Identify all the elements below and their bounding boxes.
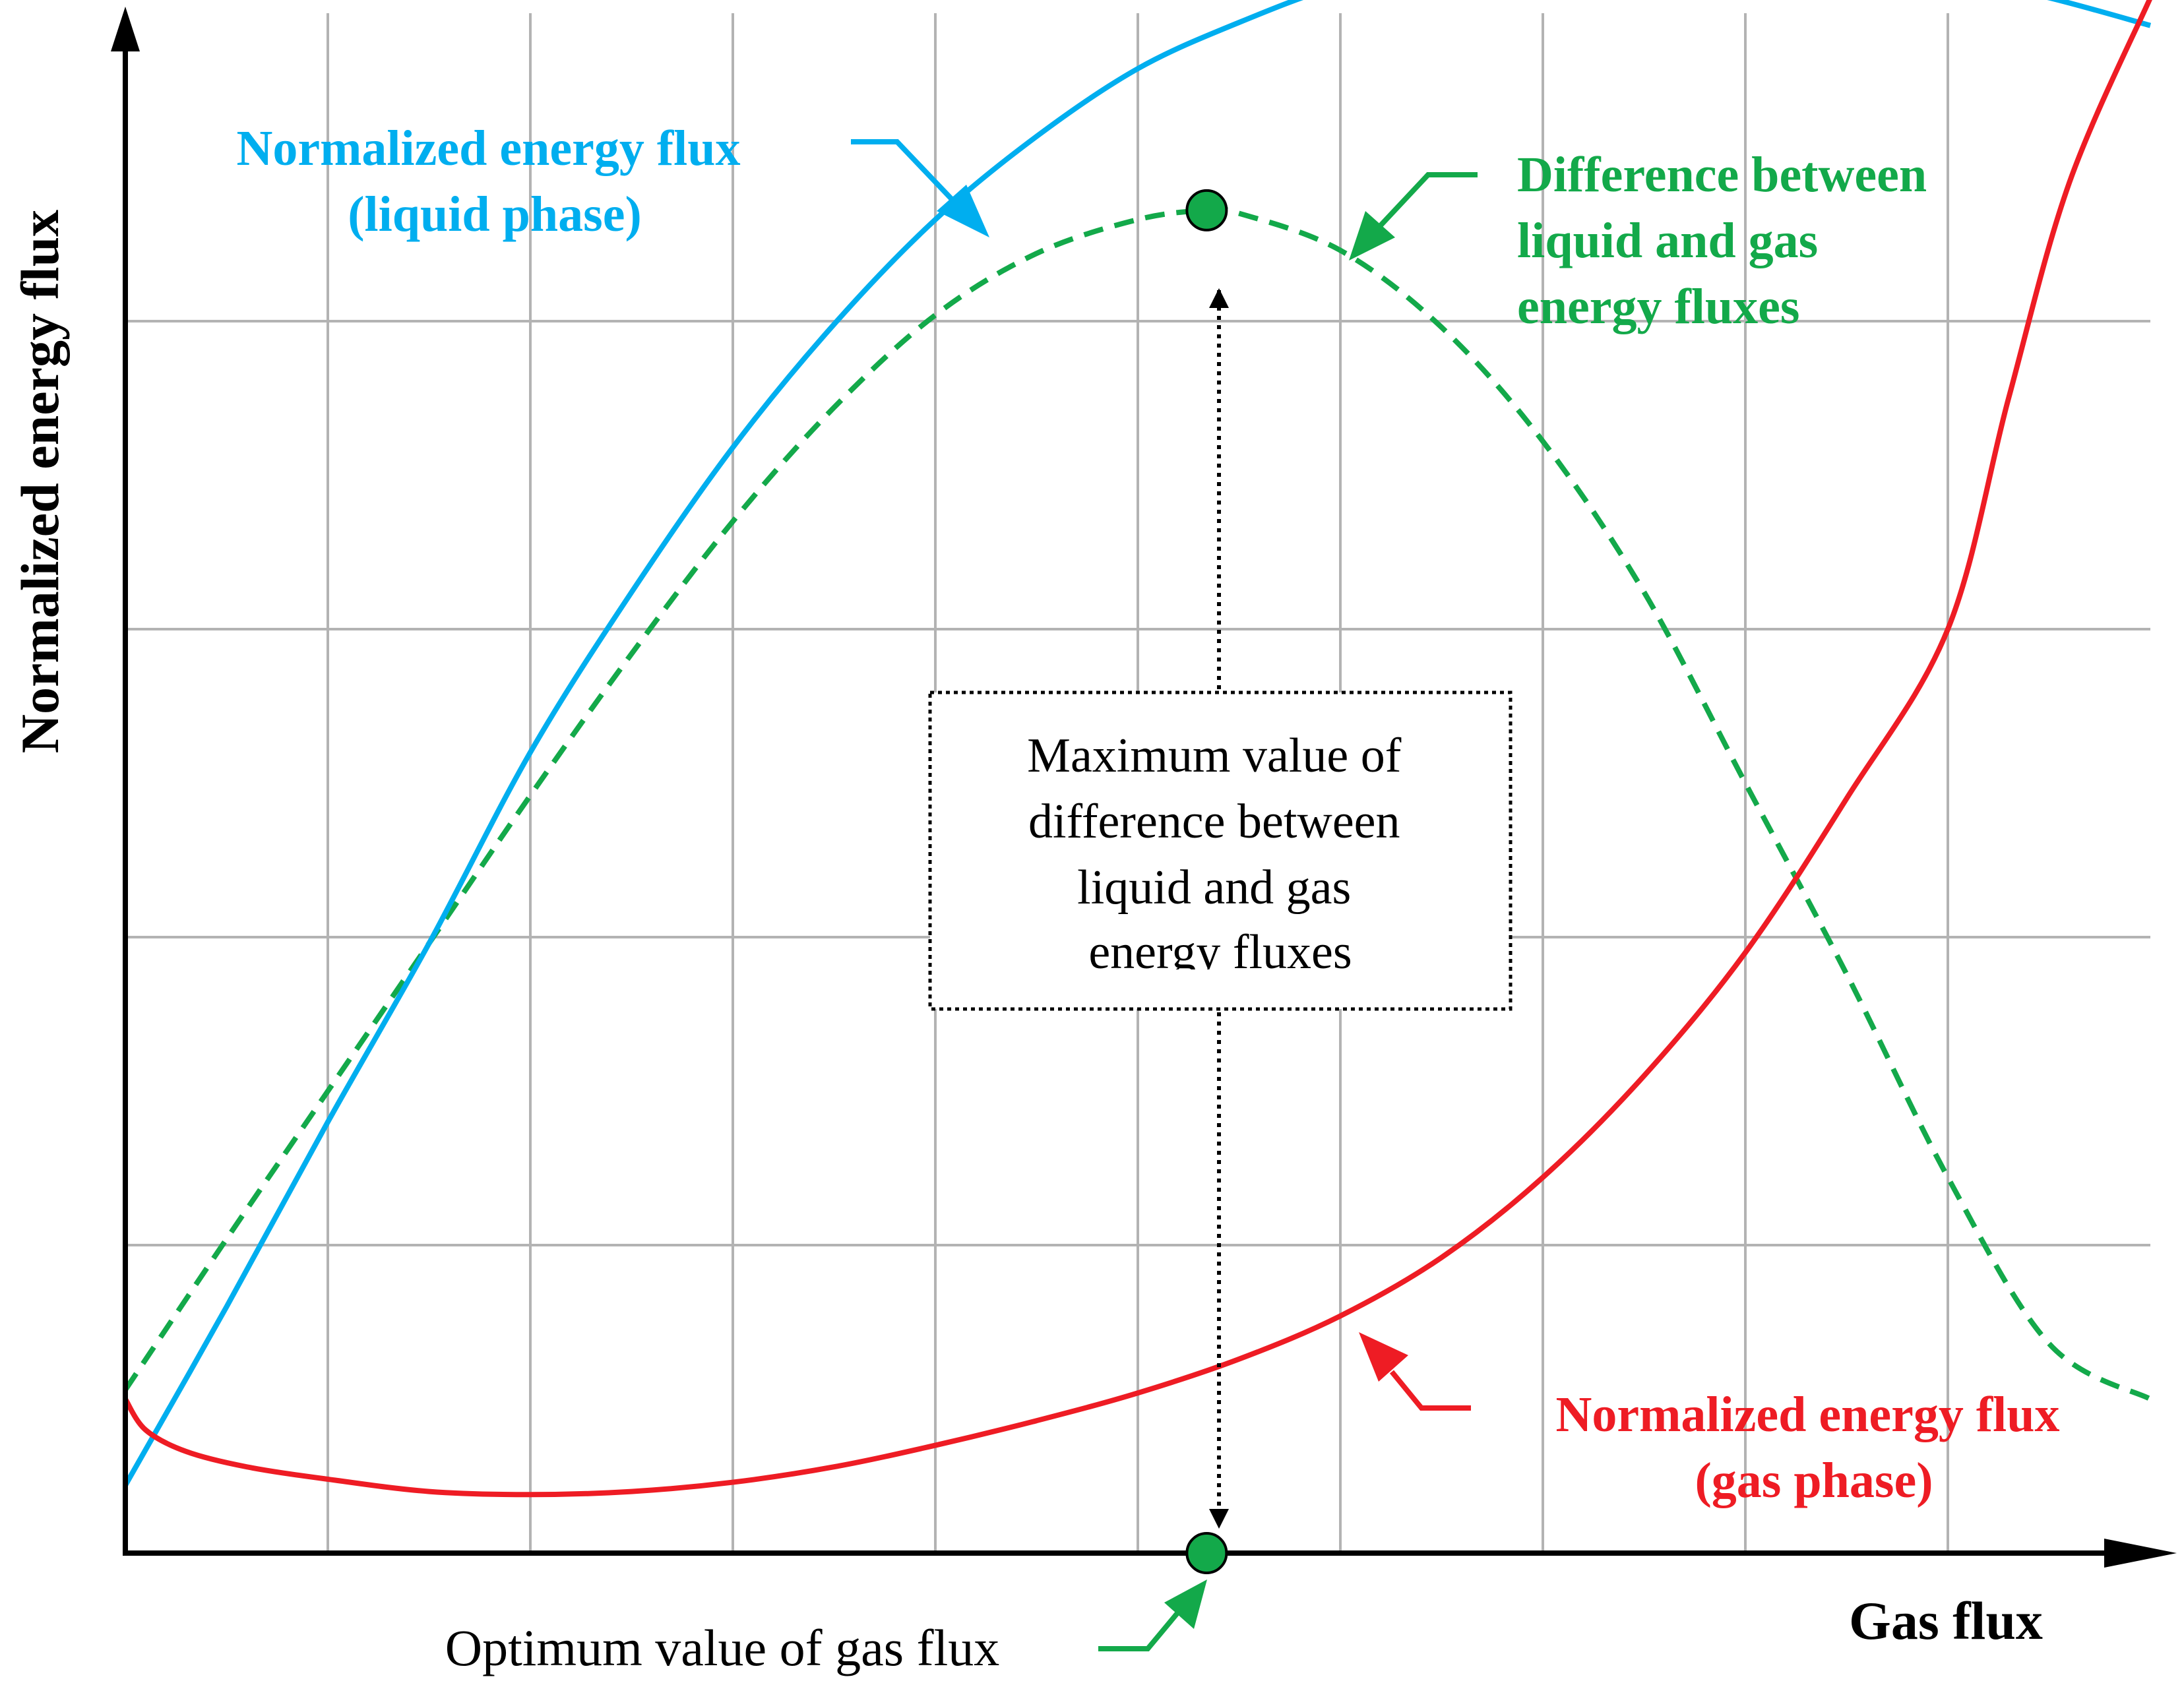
difference-leader-line [1377,172,1478,230]
optimum-leader-arrowhead [1164,1579,1207,1629]
svg-text:Difference between liqui: Difference between liquid and gas energy… [1517,147,1939,334]
gas-leader-line [1389,1370,1471,1411]
axes [111,7,2177,1568]
difference-label: Difference between liquid and gas energy… [1349,147,1939,334]
max-value-box: Maximum value of difference between liqu… [928,690,1513,1011]
series-layer [123,0,2152,1498]
liquid-leader-line [851,139,965,213]
optimum-point-marker [1185,1532,1228,1574]
max-box-line-2: difference between [1028,795,1400,849]
series-line-liquid [123,0,2152,1487]
x-axis-arrowhead [2104,1539,2177,1568]
liquid-label-line-1: Normalized energy flux [236,121,740,176]
liquid-label-line-2: (liquid phase) [348,187,642,242]
max-box-line-3: liquid and gas [1077,861,1351,915]
gas-label-line-1: Normalized energy flux [1555,1387,2059,1442]
optimum-label-text: Optimum value of gas flux [445,1619,1000,1676]
y-axis-title: Normalized energy flux [10,210,70,753]
max-box-line-1: Maximum value of [1027,729,1402,783]
liquid-leader-arrowhead [937,185,989,237]
series-line-gas [123,0,2152,1498]
difference-label-line-2: liquid and gas [1517,213,1818,268]
max-value-box-frame [928,690,1513,1011]
y-axis-arrowhead [111,7,140,51]
x-axis-title: Gas flux [1849,1591,2043,1651]
difference-label-line-3: energy fluxes [1517,279,1799,334]
series-line-difference [123,206,2152,1402]
svg-text:Normalized energy flux (: Normalized energy flux (liquid phase) [236,121,753,242]
difference-leader-arrowhead [1349,211,1395,260]
optimum-label: Optimum value of gas flux [445,1579,1207,1676]
liquid-label: Normalized energy flux (liquid phase) [236,121,989,242]
svg-text:Normalized energy flux (: Normalized energy flux (gas phase) [1555,1387,2072,1508]
difference-label-line-1: Difference between [1517,147,1927,202]
gas-leader-arrowhead [1359,1332,1408,1382]
gas-label-line-2: (gas phase) [1695,1453,1933,1508]
svg-text:Maximum value of diffe: Maximum value of difference between liqu… [1027,729,1414,979]
optimum-leader-line [1098,1607,1183,1651]
gas-label: Normalized energy flux (gas phase) [1359,1332,2072,1508]
max-box-line-4: energy fluxes [1088,925,1352,979]
max-point-marker [1185,189,1228,231]
